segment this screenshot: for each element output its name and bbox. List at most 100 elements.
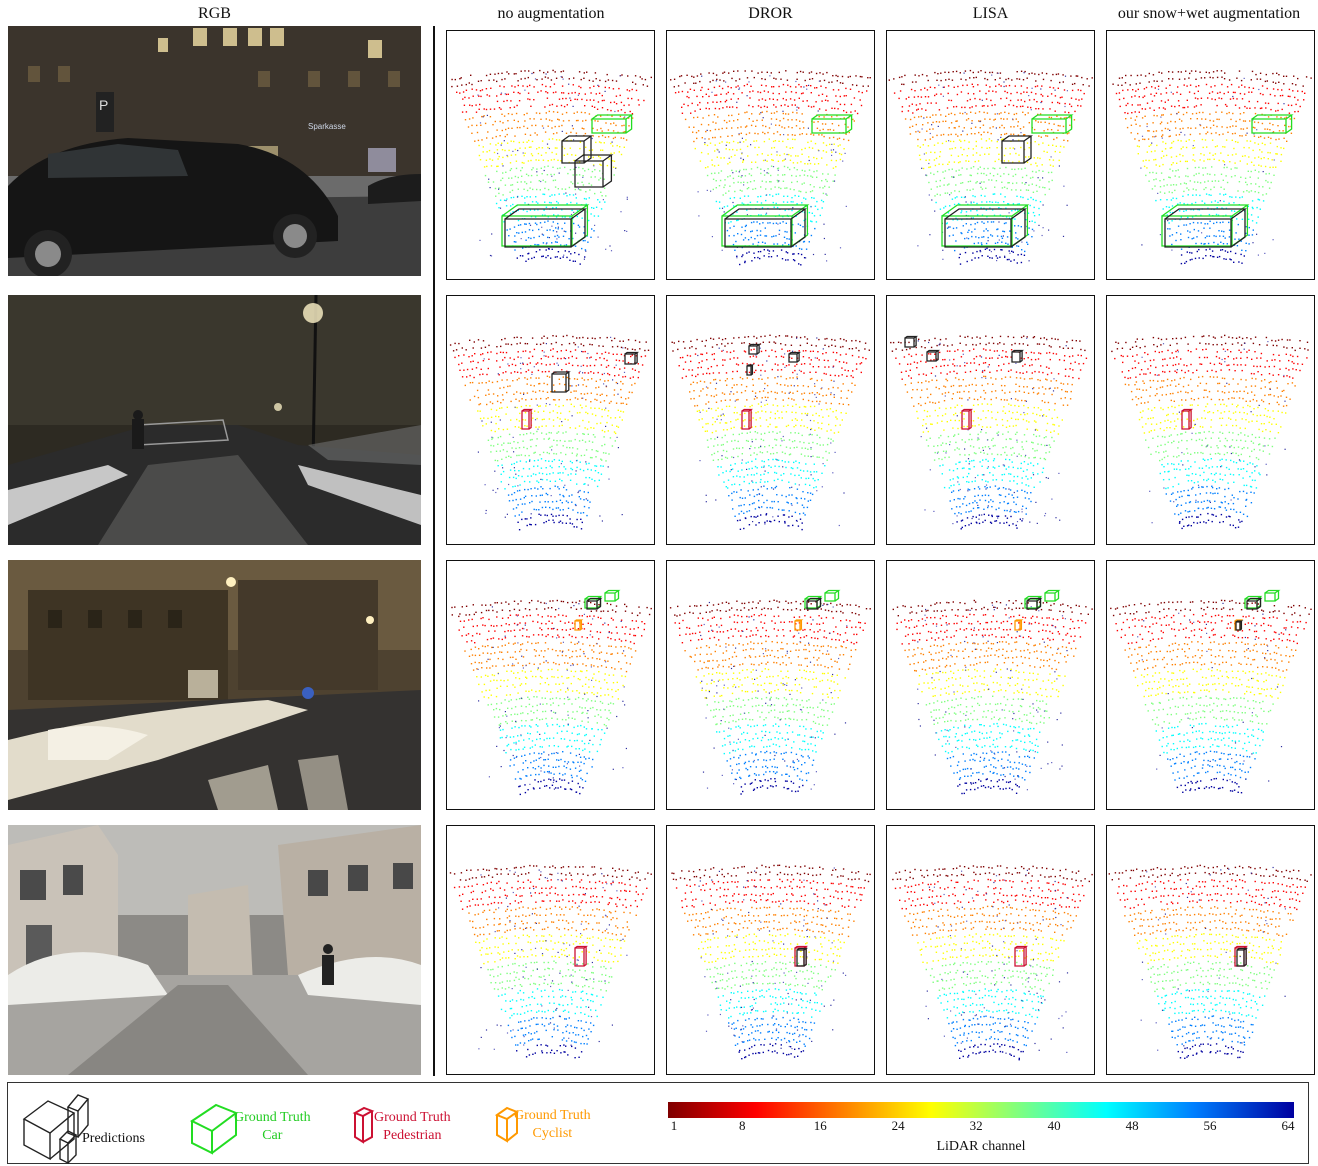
rgb-image-row-2 — [8, 295, 421, 545]
colorbar-tick: 32 — [969, 1118, 983, 1133]
legend-gt-car-label: Ground Truth Car — [234, 1110, 311, 1143]
bbox — [604, 589, 621, 602]
bbox — [501, 204, 590, 247]
bbox — [1026, 597, 1043, 610]
point-cloud — [449, 864, 652, 1059]
lidar-channel-colorbar — [668, 1102, 1294, 1118]
lidar-panel-row-1-lisa — [886, 30, 1095, 280]
lidar-panel-row-3-no-augmentation — [446, 560, 655, 810]
bbox — [574, 619, 584, 631]
bbox — [1044, 589, 1061, 602]
svg-text:P: P — [99, 97, 108, 113]
lidar-panel-row-4-lisa — [886, 825, 1095, 1075]
bbox — [521, 408, 534, 430]
header-lisa: LISA — [972, 5, 1009, 22]
bbox — [748, 343, 762, 355]
point-cloud — [451, 589, 652, 796]
bbox — [746, 364, 755, 376]
bbox — [574, 945, 589, 967]
colorbar-tick: 40 — [1047, 1118, 1061, 1133]
bbox — [1014, 945, 1029, 967]
bbox — [788, 351, 802, 363]
colorbar-label: LiDAR channel — [936, 1139, 1026, 1154]
lidar-panel-row-2-lisa — [886, 295, 1095, 545]
header-dror: DROR — [748, 5, 793, 22]
lidar-panel-row-3-dror — [666, 560, 875, 810]
bbox — [574, 154, 614, 188]
point-cloud — [449, 334, 650, 531]
point-cloud — [451, 69, 652, 265]
lidar-panel-row-2-dror — [666, 295, 875, 545]
colorbar-tick: 16 — [813, 1118, 827, 1133]
rgb-image-row-4 — [8, 825, 421, 1075]
point-cloud — [892, 865, 1093, 1061]
bbox — [741, 408, 754, 430]
bbox — [551, 371, 571, 393]
point-cloud — [1111, 334, 1309, 530]
bbox — [504, 208, 588, 248]
bbox — [721, 204, 810, 247]
lidar-panel-row-1-our-augmentation — [1106, 30, 1315, 280]
colorbar-tick: 56 — [1203, 1118, 1217, 1133]
bbox — [1235, 620, 1244, 631]
header-rgb: RGB — [198, 5, 231, 22]
bbox — [1264, 589, 1281, 602]
rgb-image-row-3 — [8, 560, 421, 810]
colorbar-tick: 48 — [1125, 1118, 1139, 1133]
point-cloud — [1108, 864, 1312, 1059]
bbox — [1011, 349, 1025, 363]
point-cloud — [671, 334, 870, 531]
legend-gt-pedestrian-label: Ground Truth Pedestrian — [374, 1110, 451, 1143]
point-cloud — [892, 589, 1093, 795]
bbox — [1014, 619, 1024, 631]
bbox — [1181, 408, 1194, 430]
bbox — [624, 351, 640, 365]
point-cloud — [1110, 589, 1312, 794]
rgb-image-row-1: P Sparkasse — [8, 26, 421, 276]
lidar-panel-row-4-no-augmentation — [446, 825, 655, 1075]
lidar-panel-row-3-our-augmentation — [1106, 560, 1315, 810]
colorbar-tick: 24 — [891, 1118, 905, 1133]
lidar-panel-row-3-lisa — [886, 560, 1095, 810]
legend-predictions-label: Predictions — [82, 1131, 145, 1146]
lidar-panel-row-2-no-augmentation — [446, 295, 655, 545]
bbox — [1246, 597, 1263, 610]
point-cloud — [670, 70, 871, 266]
bbox — [824, 589, 841, 602]
bbox — [796, 947, 809, 967]
colorbar-tick: 8 — [738, 1118, 746, 1133]
colorbar-tick: 1 — [670, 1118, 678, 1133]
colorbar-tick: 64 — [1281, 1118, 1295, 1133]
legend: Predictions Ground Truth Car Ground Truth… — [7, 1082, 1309, 1165]
lidar-panel-row-2-our-augmentation — [1106, 295, 1315, 545]
prediction-boxes-icon — [22, 1094, 90, 1165]
point-cloud — [890, 335, 1088, 530]
gt-cyclist-icon — [494, 1106, 520, 1143]
bbox — [586, 597, 603, 610]
point-cloud — [1112, 70, 1312, 265]
bbox — [961, 408, 974, 430]
gt-pedestrian-icon — [352, 1106, 375, 1144]
bbox — [1164, 208, 1248, 248]
legend-gt-cyclist-label: Ground Truth Cyclist — [514, 1108, 591, 1141]
header-our-augmentation: our snow+wet augmentation — [1117, 5, 1301, 22]
bbox — [926, 349, 941, 362]
bbox — [1236, 947, 1249, 967]
point-cloud — [669, 589, 871, 795]
bbox — [904, 335, 919, 348]
lidar-panel-row-1-no-augmentation — [446, 30, 655, 280]
lidar-panel-row-4-our-augmentation — [1106, 825, 1315, 1075]
bank-sign-text: Sparkasse — [308, 122, 346, 131]
bbox — [806, 597, 823, 610]
header-no-augmentation: no augmentation — [497, 5, 605, 22]
bbox — [1251, 114, 1294, 134]
bbox — [1031, 114, 1074, 134]
bbox — [724, 208, 808, 248]
lidar-panel-row-1-dror — [666, 30, 875, 280]
bbox — [944, 208, 1028, 248]
lidar-panel-row-4-dror — [666, 825, 875, 1075]
bbox — [1001, 135, 1034, 164]
column-separator — [433, 26, 435, 1076]
bbox — [811, 114, 854, 134]
bbox — [591, 114, 634, 134]
